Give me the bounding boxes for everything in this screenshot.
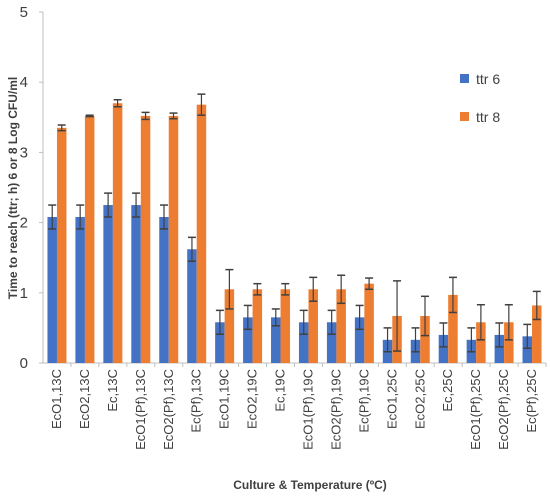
bar-ttr8 — [476, 322, 486, 363]
x-tick-label: Ec(Pf),19C — [356, 369, 371, 433]
y-tick-label: 2 — [20, 215, 28, 232]
bar-ttr6 — [215, 322, 225, 363]
bar-ttr6 — [326, 322, 337, 363]
legend-label: ttr 6 — [476, 71, 500, 87]
x-tick-label: Ec(Pf),25C — [524, 369, 539, 433]
x-tick-label: Ec,25C — [440, 369, 455, 412]
x-tick-label: Ec,13C — [105, 369, 120, 412]
y-tick-label: 1 — [20, 285, 28, 302]
bar-ttr6 — [522, 336, 533, 363]
bar-ttr6 — [354, 317, 365, 363]
x-axis-title: Culture & Temperature (ºC) — [233, 478, 387, 492]
x-tick-label: EcO2(Pf),19C — [328, 369, 343, 450]
error-bars-group — [48, 93, 541, 353]
legend-swatch — [460, 74, 469, 83]
y-tick-label: 0 — [20, 355, 28, 372]
bar-ttr8 — [224, 289, 235, 363]
bar-ttr6 — [131, 205, 141, 363]
x-tick-label: EcO1,13C — [49, 369, 64, 429]
bar-ttr6 — [438, 334, 449, 363]
bar-ttr6 — [159, 216, 169, 363]
bar-ttr8 — [140, 115, 151, 364]
x-tick-label: EcO1(Pf),25C — [468, 369, 483, 450]
bar-ttr6 — [243, 317, 253, 363]
y-tick-label: 4 — [20, 74, 28, 91]
legend-swatch — [460, 112, 469, 121]
bar-ttr6 — [187, 249, 197, 363]
bar-ttr6 — [75, 216, 85, 363]
x-tick-label: EcO1,19C — [217, 369, 232, 429]
bar-ttr8 — [364, 283, 374, 363]
bar-ttr8 — [56, 127, 67, 363]
x-tick-label: Ec,19C — [273, 369, 288, 412]
y-axis-title: Time to reach (ttr; h) 6 or 8 Log CFU/ml — [6, 77, 20, 299]
bar-ttr8 — [532, 305, 542, 363]
x-tick-label: EcO1(Pf),13C — [133, 369, 148, 450]
bar-ttr8 — [280, 289, 291, 363]
bar-ttr6 — [271, 317, 281, 363]
x-tick-label: Ec(Pf),13C — [189, 369, 204, 433]
x-tick-label: EcO2(Pf),13C — [161, 369, 176, 450]
bar-ttr6 — [47, 216, 57, 363]
y-tick-label: 5 — [20, 4, 28, 21]
legend: ttr 6 ttr 8 — [460, 71, 500, 125]
x-tick-labels-group: EcO1,13C EcO2,13C Ec,13C EcO1(Pf),13C EcO2(P… — [49, 369, 539, 450]
bar-ttr6 — [103, 205, 113, 363]
axes-group: 0 1 2 3 4 5 — [20, 4, 547, 372]
bar-ttr8 — [112, 103, 123, 363]
bar-ttr8 — [308, 289, 318, 363]
bar-ttr8 — [448, 294, 458, 363]
bar-ttr8 — [252, 289, 263, 363]
bar-ttr6 — [298, 322, 309, 363]
y-tick-label: 3 — [20, 144, 28, 161]
bar-ttr8 — [504, 322, 514, 363]
bar-ttr8 — [196, 104, 207, 363]
legend-label: ttr 8 — [476, 109, 500, 125]
bar-ttr8 — [420, 315, 430, 363]
x-tick-label: EcO1(Pf),19C — [300, 369, 315, 450]
bar-ttr6 — [494, 334, 505, 363]
bar-ttr8 — [168, 115, 179, 364]
x-tick-label: EcO2,13C — [77, 369, 92, 429]
x-tick-label: EcO2,25C — [412, 369, 427, 429]
x-tick-label: EcO1,25C — [384, 369, 399, 429]
bars-group — [47, 103, 542, 364]
x-tick-label: EcO2(Pf),25C — [496, 369, 511, 450]
bar-ttr8 — [84, 115, 95, 364]
bar-ttr8 — [336, 289, 346, 363]
x-tick-label: EcO2,19C — [245, 369, 260, 429]
